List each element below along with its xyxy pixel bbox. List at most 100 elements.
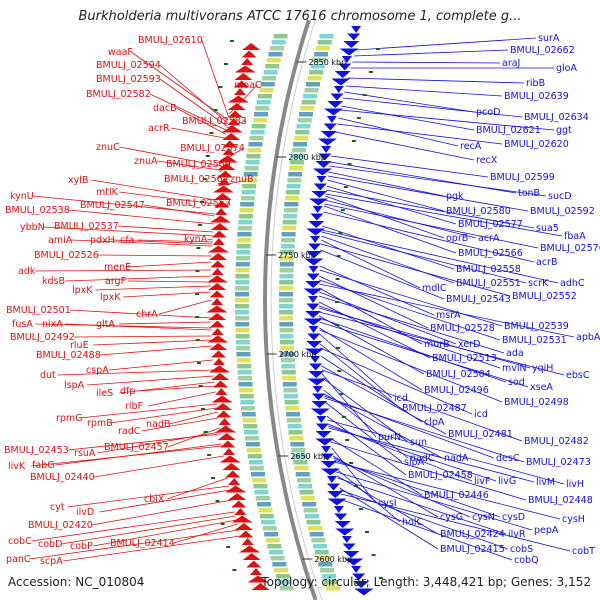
reverse-gene-arrow — [306, 273, 320, 281]
gene-label-forward: lspA — [64, 380, 85, 391]
forward-gene-arrow — [228, 478, 241, 485]
outer-edge-mark — [197, 224, 202, 226]
forward-gene-arrow — [209, 215, 231, 223]
inner-edge-mark — [345, 439, 350, 441]
reverse-gene-arrow — [311, 393, 325, 401]
gene-label-reverse: pepA — [534, 525, 559, 536]
reverse-gene-arrow — [353, 581, 370, 588]
feature-block-forward — [255, 496, 270, 501]
inner-edge-mark — [375, 48, 380, 50]
reverse-gene-arrow — [352, 573, 366, 581]
forward-gene-arrow — [211, 395, 233, 403]
gene-label-reverse: scrK — [528, 278, 549, 289]
leader-line-reverse — [319, 327, 423, 391]
feature-block-forward — [236, 250, 251, 255]
feature-block-reverse — [290, 160, 305, 165]
gene-label-reverse: cobT — [572, 546, 595, 557]
forward-gene-arrow — [218, 178, 231, 185]
leader-line-forward — [29, 529, 239, 560]
forward-gene-arrow — [222, 148, 235, 155]
gene-label-reverse: cysN — [472, 512, 495, 523]
reverse-gene-arrow — [320, 468, 340, 476]
gene-label-forward: cobD — [38, 539, 62, 550]
leader-line-reverse — [330, 155, 489, 178]
reverse-gene-arrow — [313, 183, 327, 191]
feature-block-forward — [245, 442, 260, 447]
inner-edge-mark — [351, 140, 356, 142]
forward-gene-arrow — [206, 275, 228, 283]
gene-label-forward: BMULJ_02582 — [86, 89, 151, 100]
feature-block-reverse — [279, 274, 294, 279]
outer-edge-mark — [195, 293, 200, 295]
leader-line-forward — [127, 261, 212, 268]
forward-gene-arrow — [217, 433, 236, 440]
gene-label-forward: acrR — [148, 123, 170, 134]
gene-label-reverse: purN — [378, 432, 401, 443]
feature-block-forward — [259, 88, 274, 93]
reverse-gene-arrow — [306, 251, 323, 258]
outer-edge-mark — [200, 408, 205, 410]
gene-label-reverse: BMULJ_02543 — [446, 294, 511, 305]
reverse-gene-arrow — [317, 138, 337, 146]
feature-block-reverse — [324, 580, 339, 585]
feature-block-forward — [275, 574, 290, 579]
reverse-gene-arrow — [306, 228, 326, 236]
feature-block-reverse — [322, 574, 337, 579]
feature-block-reverse — [279, 328, 294, 333]
gene-label-forward: fusA — [12, 319, 33, 330]
forward-gene-arrow — [225, 470, 241, 478]
gene-label-reverse: xseA — [530, 382, 553, 393]
feature-block-reverse — [284, 400, 299, 405]
scale-tick-label: 2700 kbp — [279, 350, 317, 359]
gene-label-reverse: BMULJ_02539 — [504, 321, 569, 332]
reverse-gene-arrow — [310, 213, 324, 221]
leader-line-forward — [119, 381, 215, 394]
inner-edge-mark — [343, 186, 348, 188]
gene-label-reverse: apbA — [576, 332, 600, 343]
outer-edge-mark — [209, 132, 214, 134]
leader-line-forward — [87, 375, 215, 386]
leader-line-forward — [159, 299, 212, 315]
gene-label-reverse: cysH — [562, 514, 585, 525]
leader-line-forward — [171, 127, 225, 139]
gene-label-reverse: BMULJ_02496 — [424, 385, 489, 396]
reverse-gene-arrow — [306, 303, 320, 311]
reverse-gene-arrow — [335, 528, 355, 536]
gene-label-forward: BMULJ_02594 — [96, 60, 161, 71]
forward-gene-arrow — [247, 575, 269, 583]
feature-block-reverse — [281, 238, 296, 243]
leader-line-reverse — [319, 329, 503, 403]
leader-line-forward — [130, 51, 229, 121]
feature-block-forward — [259, 514, 274, 519]
leader-line-reverse — [326, 185, 457, 225]
feature-block-forward — [238, 220, 253, 225]
reverse-gene-arrow — [326, 116, 337, 123]
forward-gene-arrow — [210, 350, 226, 358]
feature-block-reverse — [309, 532, 324, 537]
reverse-gene-arrow — [305, 311, 322, 318]
gene-label-reverse: fbaA — [564, 231, 586, 242]
feature-block-forward — [237, 364, 252, 369]
forward-gene-arrow — [231, 515, 253, 523]
gene-label-forward: BMULJ_02492 — [10, 332, 75, 343]
leader-line-reverse — [347, 77, 525, 84]
feature-block-forward — [238, 214, 253, 219]
scale-tick-label: 2650 kbp — [290, 452, 328, 461]
gene-label-reverse: BMULJ_02634 — [524, 112, 589, 123]
feature-block-forward — [272, 562, 287, 567]
feature-block-forward — [266, 58, 281, 63]
leader-line-forward — [73, 335, 212, 338]
feature-block-reverse — [295, 472, 310, 477]
scale-tick-label: 2800 kbp — [288, 153, 326, 162]
leader-line-forward — [65, 323, 212, 331]
reverse-gene-arrow — [334, 71, 351, 78]
leader-line-reverse — [327, 419, 565, 485]
leader-line-forward — [35, 269, 212, 272]
reverse-gene-arrow — [327, 491, 344, 498]
feature-block-forward — [237, 238, 252, 243]
gene-label-reverse: mdlC — [422, 283, 447, 294]
feature-block-reverse — [286, 412, 301, 417]
feature-block-forward — [257, 502, 272, 507]
leader-line-reverse — [354, 49, 509, 57]
gene-label-forward: BMULJ_02526 — [34, 250, 99, 261]
